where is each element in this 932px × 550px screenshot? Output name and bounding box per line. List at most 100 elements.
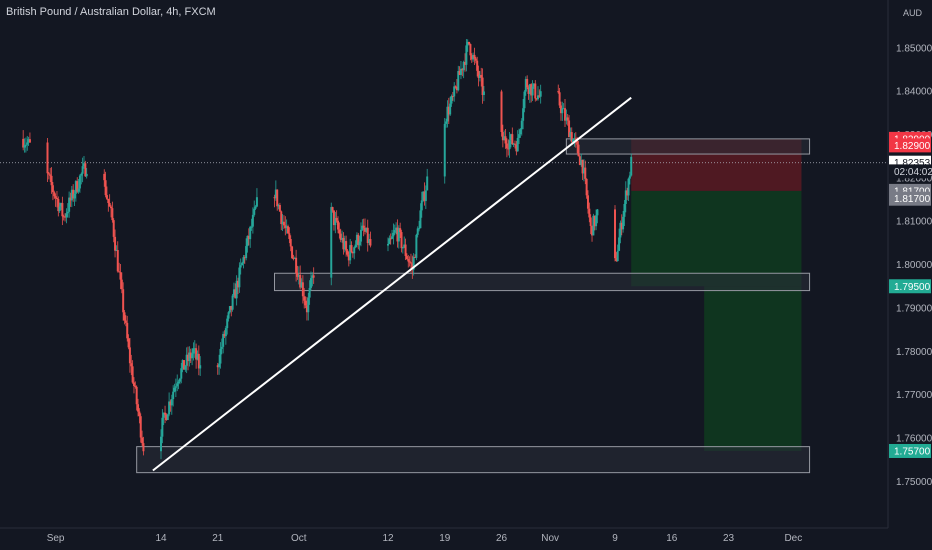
candle-body <box>61 203 64 217</box>
candle-body <box>474 58 477 61</box>
candle-body <box>165 414 168 420</box>
candle-body <box>255 197 258 207</box>
candle-body <box>68 197 71 212</box>
price-tick-label: 1.85000 <box>896 43 932 54</box>
time-tick-label: Sep <box>47 533 65 544</box>
candle-body <box>619 222 622 238</box>
candle-body <box>401 247 404 249</box>
candle-body <box>162 412 165 418</box>
time-tick-label: 21 <box>212 533 224 544</box>
candle-body <box>342 237 345 250</box>
candle-body <box>478 74 481 78</box>
candle-body <box>24 144 27 146</box>
candle-body <box>295 257 298 274</box>
candle-body <box>127 338 130 348</box>
candle-body <box>419 210 422 229</box>
price-badge <box>889 279 931 294</box>
candle-body <box>112 220 115 237</box>
candle-body <box>182 360 185 370</box>
candle-body <box>57 199 60 212</box>
candle-body <box>503 136 506 141</box>
candle-body <box>119 272 122 280</box>
candle-body <box>161 417 164 437</box>
candle-body <box>532 83 535 87</box>
price-badge-label: 1.82353 <box>894 158 931 169</box>
candle-body <box>523 91 526 109</box>
candle-body <box>522 108 525 121</box>
candle-body <box>359 229 362 242</box>
candle-body <box>308 287 311 298</box>
candle-body <box>557 91 560 93</box>
candle-body <box>514 143 517 145</box>
candle-body <box>528 84 531 94</box>
candle-body <box>196 353 199 360</box>
candle-body <box>589 217 592 226</box>
candle-body <box>49 174 52 176</box>
candle-body <box>561 108 564 114</box>
candle-body <box>465 45 468 65</box>
time-axis[interactable]: Sep 14 21 Oct 12 19 26 Nov 9 16 23 Dec <box>0 527 888 544</box>
candle-body <box>58 206 61 212</box>
candle-body <box>391 236 394 239</box>
candle-body <box>134 386 137 388</box>
candle-body <box>518 134 521 138</box>
candle-body <box>226 318 229 329</box>
candle-body <box>300 282 303 288</box>
candle-body <box>346 250 349 255</box>
candle-body <box>180 368 183 379</box>
candle-body <box>69 197 72 201</box>
candle-body <box>472 54 475 60</box>
candle-body <box>426 176 429 191</box>
candle-body <box>230 306 233 310</box>
candle-body <box>27 139 30 143</box>
candle-body <box>47 173 50 175</box>
candle-body <box>128 347 131 364</box>
candle-body <box>120 279 123 290</box>
candle-body <box>126 322 129 339</box>
candle-body <box>118 271 121 273</box>
candle-body <box>73 193 76 199</box>
time-tick-label: 23 <box>723 533 735 544</box>
candle-body <box>387 244 389 246</box>
candle-body <box>516 137 519 152</box>
candle-body <box>301 282 304 297</box>
candle-body <box>170 399 173 406</box>
candle-body <box>335 217 338 221</box>
candle-body <box>250 226 253 228</box>
candle-body <box>277 205 280 207</box>
price-badge-label: 1.75700 <box>894 446 931 457</box>
candle-body <box>274 189 277 199</box>
candle-body <box>424 190 427 202</box>
candle-body <box>585 178 588 196</box>
candle-body <box>74 181 77 194</box>
candle-body <box>459 68 462 75</box>
candle-body <box>123 312 126 321</box>
candle-body <box>415 234 418 258</box>
candle-body <box>565 117 568 121</box>
candle-body <box>464 61 467 65</box>
candle-body <box>365 227 368 232</box>
candle-body <box>239 265 242 268</box>
chart-title: British Pound / Australian Dollar, 4h, F… <box>6 6 216 18</box>
candle-body <box>404 244 407 257</box>
candle-body <box>246 235 249 247</box>
candle-body <box>139 416 142 438</box>
candle-body <box>511 134 514 145</box>
price-tick-label: 1.81000 <box>896 217 932 228</box>
price-axis[interactable]: 1.850001.840001.830001.820001.810001.800… <box>887 0 932 528</box>
candle-body <box>337 220 340 230</box>
candle-body <box>564 108 567 121</box>
candle-body <box>358 241 361 246</box>
candle-body <box>526 79 529 88</box>
price-tick-label: 1.82000 <box>896 173 932 184</box>
candle-body <box>227 312 230 319</box>
time-tick-label: 16 <box>666 533 678 544</box>
candle-body <box>85 173 88 177</box>
candle-body <box>104 180 107 196</box>
candle-body <box>192 348 195 354</box>
candle-body <box>189 352 192 359</box>
price-badge-label: 02:04:02 <box>894 167 932 178</box>
candle-body <box>405 256 408 260</box>
candle-body <box>580 159 583 165</box>
